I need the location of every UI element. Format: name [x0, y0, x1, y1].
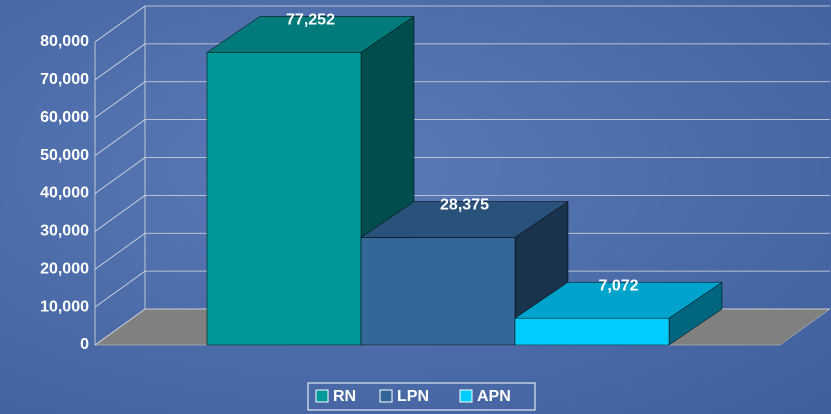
legend-label: LPN	[397, 388, 429, 405]
legend-swatch	[459, 389, 473, 403]
grid-line	[94, 43, 146, 81]
grid-line	[94, 119, 146, 156]
y-tick-label: 30,000	[40, 223, 89, 240]
bar	[514, 317, 670, 346]
grid-line	[94, 308, 146, 346]
legend-label: RN	[333, 388, 356, 405]
y-tick-label: 0	[80, 336, 89, 353]
grid-line	[94, 232, 146, 270]
y-tick-label: 80,000	[40, 33, 89, 50]
legend-swatch	[315, 389, 329, 403]
y-tick-label: 60,000	[40, 109, 89, 126]
value-label: 28,375	[440, 197, 489, 214]
value-label: 7,072	[598, 277, 638, 294]
grid-line	[94, 195, 146, 232]
y-tick-label: 20,000	[40, 260, 89, 277]
grid-line	[94, 81, 146, 119]
bar	[206, 52, 362, 346]
bar	[360, 237, 516, 346]
y-tick-label: 70,000	[40, 71, 89, 88]
legend-box	[307, 382, 536, 411]
y-tick-label: 40,000	[40, 185, 89, 202]
grid-line	[94, 157, 146, 194]
legend-label: APN	[477, 388, 511, 405]
y-tick-label: 10,000	[40, 298, 89, 315]
grid-line	[94, 270, 146, 308]
value-label: 77,252	[286, 12, 335, 29]
y-tick-label: 50,000	[40, 147, 89, 164]
legend-swatch	[379, 389, 393, 403]
grid-line	[94, 5, 146, 43]
